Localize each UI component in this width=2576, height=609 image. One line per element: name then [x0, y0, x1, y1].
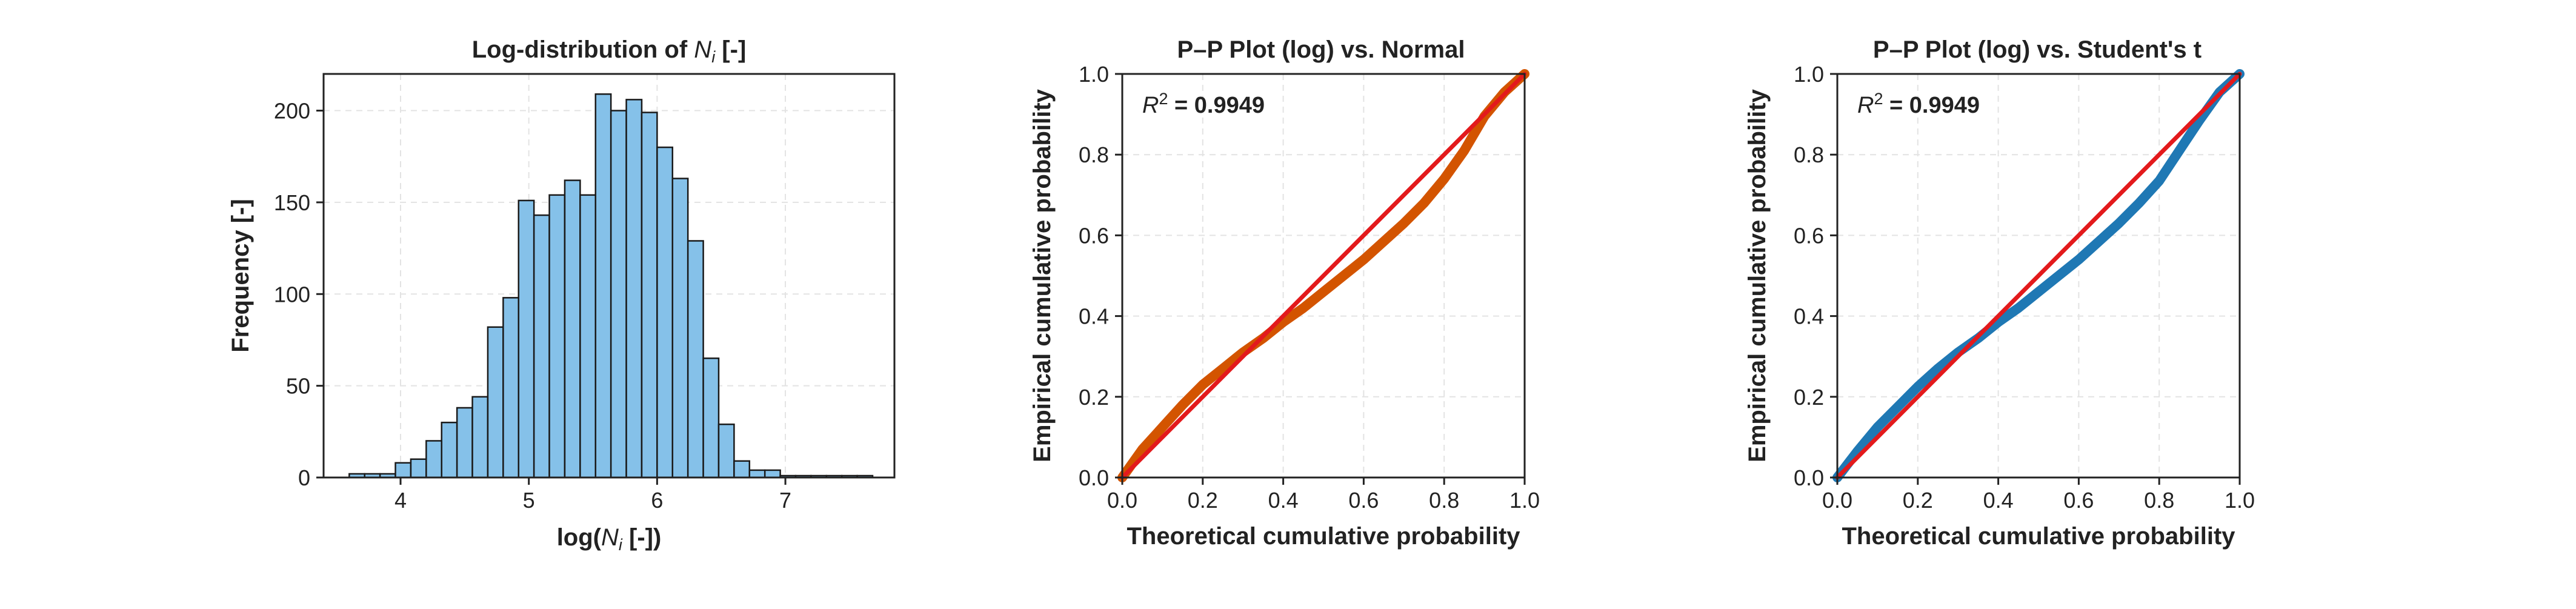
- pp-normal-y-ticks: 0.0 0.2 0.4 0.6 0.8 1.0: [1079, 62, 1122, 490]
- pp-normal-x-tick-label: 1.0: [1509, 488, 1540, 513]
- pp-normal-empirical-line: [1117, 69, 1529, 482]
- pp-student-x-ticks: 0.0 0.2 0.4 0.6 0.8 1.0: [1822, 478, 2255, 513]
- histogram-bar: [548, 194, 566, 479]
- histogram-bar: [579, 194, 597, 479]
- histogram-y-ticks: 0 50 100 150 200: [274, 99, 324, 490]
- pp-student-x-tick-label: 1.0: [2225, 488, 2255, 513]
- histogram-x-tick-label: 6: [651, 488, 663, 513]
- histogram-x-tick-label: 7: [779, 488, 791, 513]
- histogram-bar: [625, 99, 643, 479]
- pp-student-title: P–P Plot (log) vs. Student's t: [1873, 36, 2202, 63]
- pp-normal-y-label: Empirical cumulative probability: [1029, 88, 1056, 462]
- histogram-bar: [594, 93, 612, 479]
- histogram-bar: [764, 469, 781, 479]
- histogram-bar: [717, 423, 735, 479]
- pp-student-y-tick-label: 1.0: [1794, 62, 1824, 87]
- pp-student-y-tick-label: 0.4: [1794, 304, 1824, 329]
- histogram-bar: [487, 326, 504, 479]
- pp-student-x-tick-label: 0.4: [1983, 488, 2014, 513]
- pp-normal-x-tick-label: 0.8: [1429, 488, 1459, 513]
- histogram-bar: [502, 297, 520, 479]
- pp-normal-x-tick-label: 0.0: [1107, 488, 1137, 513]
- histogram-y-tick-label: 100: [274, 282, 310, 307]
- pp-student-y-tick-label: 0.8: [1794, 142, 1824, 167]
- histogram-bar: [687, 240, 704, 479]
- histogram-panel: Log-distribution of Ni [-] 4 5 6 7 0 50 100 15…: [227, 36, 896, 554]
- histogram-bar: [702, 357, 720, 479]
- histogram-bar: [564, 179, 581, 479]
- pp-normal-r2-annotation: R2 = 0.9949: [1142, 90, 1265, 118]
- pp-student-x-tick-label: 0.2: [1903, 488, 1933, 513]
- histogram-bar: [441, 421, 458, 479]
- pp-normal-y-tick-label: 0.4: [1079, 304, 1109, 329]
- histogram-bar: [733, 460, 751, 479]
- histogram-bar: [533, 214, 550, 479]
- pp-student-x-tick-label: 0.8: [2144, 488, 2174, 513]
- histogram-x-tick-label: 5: [523, 488, 535, 513]
- pp-student-x-tick-label: 0.0: [1822, 488, 1852, 513]
- histogram-bar: [671, 178, 689, 479]
- histogram-bar: [610, 110, 627, 479]
- pp-normal-panel: P–P Plot (log) vs. Normal 0.0 0.2 0.4 0.6 0.…: [1029, 36, 1540, 550]
- pp-student-y-tick-label: 0.6: [1794, 223, 1824, 248]
- pp-normal-x-tick-label: 0.2: [1188, 488, 1218, 513]
- histogram-bar: [425, 440, 443, 479]
- pp-student-y-tick-label: 0.0: [1794, 465, 1824, 490]
- pp-normal-reference-line: [1120, 72, 1527, 480]
- pp-student-panel: P–P Plot (log) vs. Student's t 0.0 0.2 0.4…: [1744, 36, 2255, 550]
- histogram-x-tick-label: 4: [394, 488, 407, 513]
- histogram-frame: [322, 73, 896, 479]
- histogram-bar: [656, 146, 674, 479]
- pp-normal-y-tick-label: 0.8: [1079, 142, 1109, 167]
- histogram-y-tick-label: 50: [286, 374, 310, 399]
- pp-normal-y-tick-label: 0.0: [1079, 465, 1109, 490]
- histogram-bar: [471, 396, 489, 479]
- pp-normal-x-tick-label: 0.6: [1348, 488, 1379, 513]
- pp-normal-x-label: Theoretical cumulative probability: [1127, 523, 1520, 550]
- histogram-bar: [518, 199, 535, 479]
- histogram-x-label: log(Ni [-]): [557, 524, 662, 554]
- histogram-bar: [410, 458, 427, 479]
- pp-normal-title: P–P Plot (log) vs. Normal: [1177, 36, 1465, 63]
- pp-normal-y-tick-label: 0.2: [1079, 385, 1109, 410]
- pp-normal-series: [1117, 69, 1529, 482]
- pp-student-series: [1832, 69, 2245, 482]
- histogram-x-ticks: 4 5 6 7: [394, 478, 791, 513]
- pp-student-y-label: Empirical cumulative probability: [1744, 88, 1771, 462]
- histogram-y-label: Frequency [-]: [227, 199, 254, 352]
- pp-student-empirical-line: [1832, 69, 2245, 482]
- histogram-y-tick-label: 200: [274, 99, 310, 124]
- histogram-bar: [748, 469, 766, 479]
- pp-student-y-ticks: 0.0 0.2 0.4 0.6 0.8 1.0: [1794, 62, 1837, 490]
- histogram-y-tick-label: 0: [298, 465, 310, 490]
- pp-student-x-label: Theoretical cumulative probability: [1842, 523, 2235, 550]
- pp-normal-x-tick-label: 0.4: [1268, 488, 1299, 513]
- histogram-bar: [456, 407, 473, 479]
- histogram-bar: [641, 111, 658, 479]
- histogram-y-tick-label: 150: [274, 190, 310, 215]
- pp-student-reference-line: [1835, 72, 2242, 480]
- histogram-title: Log-distribution of Ni [-]: [472, 36, 747, 66]
- pp-student-y-tick-label: 0.2: [1794, 385, 1824, 410]
- histogram-bar: [394, 462, 412, 479]
- pp-normal-frame: [1121, 73, 1526, 479]
- pp-student-x-tick-label: 0.6: [2063, 488, 2094, 513]
- pp-normal-x-ticks: 0.0 0.2 0.4 0.6 0.8 1.0: [1107, 478, 1540, 513]
- pp-normal-y-tick-label: 0.6: [1079, 223, 1109, 248]
- pp-student-r2-annotation: R2 = 0.9949: [1857, 90, 1980, 118]
- pp-normal-y-tick-label: 1.0: [1079, 62, 1109, 87]
- pp-student-frame: [1836, 73, 2241, 479]
